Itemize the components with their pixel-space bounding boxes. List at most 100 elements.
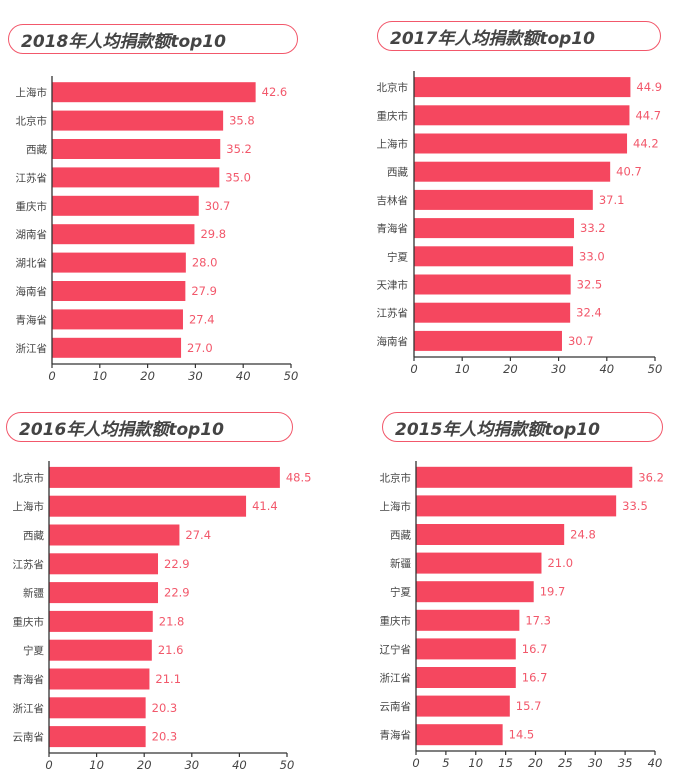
x-tick-label: 10	[468, 756, 483, 770]
category-label: 辽宁省	[380, 643, 412, 656]
value-label: 17.3	[525, 613, 551, 627]
bar	[416, 724, 503, 746]
x-tick-label: 50	[648, 362, 663, 376]
x-tick-label: 30	[588, 756, 603, 770]
chart-title-2017: 2017年人均捐款额top10	[377, 21, 661, 51]
value-label: 35.2	[226, 142, 252, 156]
category-label: 上海市	[380, 500, 412, 513]
category-label: 宁夏	[23, 644, 44, 657]
category-label: 浙江省	[16, 342, 48, 355]
category-label: 重庆市	[16, 200, 48, 213]
value-label: 21.1	[155, 672, 181, 686]
bar	[49, 495, 247, 517]
x-tick-label: 15	[498, 756, 513, 770]
x-tick-label: 20	[137, 758, 152, 772]
category-label: 宁夏	[387, 250, 408, 263]
chart-title-2018: 2018年人均捐款额top10	[8, 24, 298, 54]
value-label: 27.4	[189, 312, 215, 326]
category-label: 江苏省	[13, 558, 45, 571]
bar	[49, 524, 180, 546]
value-label: 20.3	[152, 730, 178, 744]
bar	[49, 726, 146, 748]
category-label: 吉林省	[377, 194, 409, 207]
category-label: 宁夏	[390, 586, 411, 599]
bar	[414, 105, 630, 126]
value-label: 21.6	[158, 643, 184, 657]
bar-chart-2015: 北京市 36.2 上海市 33.5 西藏 24.8 新疆 21.0 宁夏 19.7 重庆市 17.3 辽…	[380, 461, 664, 770]
bar	[49, 639, 152, 661]
category-label: 浙江省	[13, 702, 45, 715]
category-label: 西藏	[390, 530, 411, 542]
value-label: 41.4	[252, 499, 278, 513]
bar	[52, 309, 183, 330]
value-label: 30.7	[205, 199, 231, 213]
bar	[52, 281, 186, 301]
x-tick-label: 10	[455, 362, 470, 376]
bar	[416, 638, 516, 660]
value-label: 32.5	[577, 278, 603, 292]
value-label: 24.8	[570, 528, 596, 542]
bar	[416, 695, 510, 717]
category-label: 天津市	[377, 279, 409, 292]
bar	[49, 553, 159, 575]
category-label: 青海省	[377, 222, 409, 235]
x-tick-label: 10	[92, 369, 107, 383]
value-label: 30.7	[568, 334, 594, 348]
value-label: 27.0	[187, 341, 213, 355]
category-label: 云南省	[13, 731, 45, 744]
bar	[49, 610, 153, 632]
bar	[49, 582, 159, 604]
value-label: 44.2	[633, 137, 659, 151]
category-label: 新疆	[23, 587, 44, 600]
value-label: 35.0	[225, 170, 251, 184]
value-label: 42.6	[262, 85, 288, 99]
category-label: 重庆市	[380, 614, 412, 627]
value-label: 29.8	[200, 227, 226, 241]
value-label: 44.9	[636, 80, 662, 94]
category-label: 上海市	[13, 500, 45, 513]
value-label: 28.0	[192, 256, 218, 270]
category-label: 北京市	[13, 471, 45, 484]
bar	[416, 581, 534, 603]
bar	[52, 337, 182, 358]
value-label: 20.3	[152, 701, 178, 715]
category-label: 重庆市	[377, 109, 409, 122]
value-label: 48.5	[286, 470, 312, 484]
value-label: 44.7	[635, 108, 661, 122]
x-tick-label: 40	[232, 758, 247, 772]
chart-panel-2016: 2016年人均捐款额top10 北京市 48.5 上海市 41.4 西藏 27.4 江苏省 2…	[0, 386, 337, 773]
bar	[49, 697, 146, 719]
value-label: 16.7	[522, 671, 548, 685]
category-label: 江苏省	[377, 307, 409, 320]
x-tick-label: 0	[45, 758, 52, 772]
x-tick-label: 10	[89, 758, 104, 772]
bar	[414, 218, 575, 239]
chart-panel-2015: 2015年人均捐款额top10 北京市 36.2 上海市 33.5 西藏 24.8 新疆 21…	[337, 386, 675, 773]
category-label: 上海市	[16, 86, 48, 99]
bar-chart-2017: 北京市 44.9 重庆市 44.7 上海市 44.2 西藏 40.7 吉林省 37.1 青海省 33.…	[377, 71, 663, 376]
value-label: 33.2	[580, 221, 606, 235]
chart-panel-2017: 2017年人均捐款额top10 北京市 44.9 重庆市 44.7 上海市 44.2 西藏 4…	[337, 0, 675, 386]
value-label: 21.0	[547, 556, 573, 570]
category-label: 江苏省	[16, 171, 48, 184]
category-label: 海南省	[377, 335, 409, 348]
category-label: 西藏	[23, 530, 44, 542]
bar	[52, 224, 195, 245]
bar	[416, 552, 542, 574]
x-tick-label: 20	[140, 369, 155, 383]
bar	[416, 524, 565, 545]
category-label: 上海市	[377, 138, 409, 151]
bar	[414, 189, 593, 210]
bar	[52, 252, 186, 273]
value-label: 27.9	[191, 284, 217, 298]
chart-panel-2018: 2018年人均捐款额top10 上海市 42.6 北京市 35.8 西藏 35.2 江苏省 3…	[0, 0, 337, 386]
category-label: 云南省	[380, 700, 412, 713]
category-label: 湖南省	[16, 228, 48, 241]
x-tick-label: 30	[188, 369, 203, 383]
x-tick-label: 40	[236, 369, 251, 383]
value-label: 32.4	[576, 306, 602, 320]
bar	[52, 139, 221, 159]
bar	[52, 167, 220, 188]
category-label: 海南省	[16, 285, 48, 298]
x-tick-label: 0	[410, 362, 417, 376]
